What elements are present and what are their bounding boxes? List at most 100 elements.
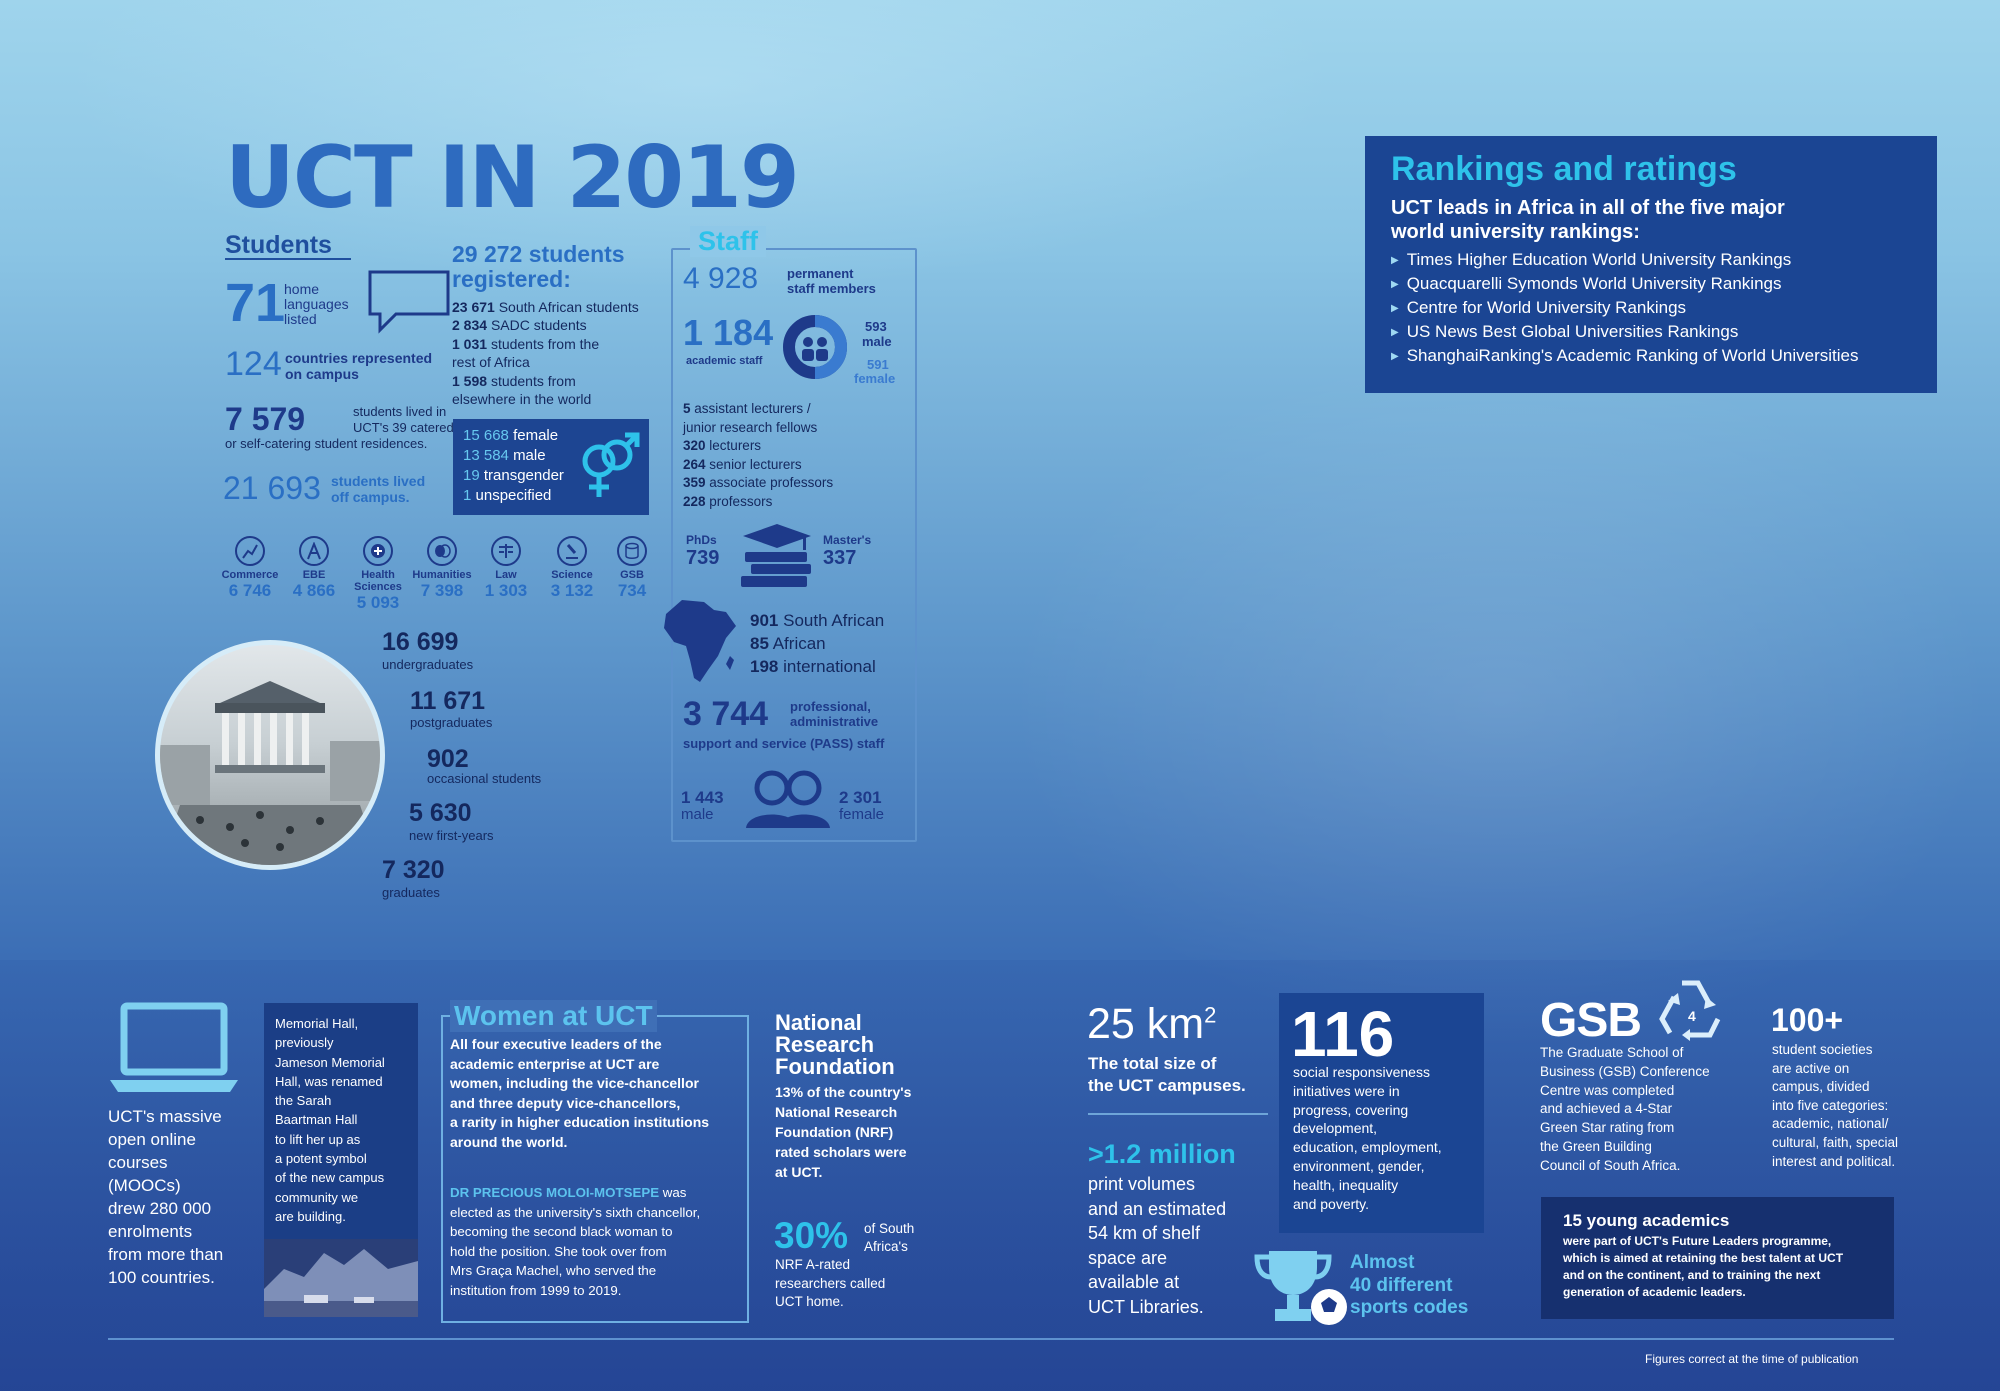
postgraduates-label: postgraduates: [410, 715, 493, 730]
off-campus-label-1: students lived: [331, 473, 426, 489]
nrf-text-2: NRF A-rated researchers called UCT home.: [775, 1257, 886, 1309]
occasional-number: 902: [427, 745, 469, 773]
nrf-text: 13% of the country's National Research Fou…: [775, 1084, 912, 1180]
list-item: 2 834 SADC students: [452, 317, 587, 334]
faculty-number: 4 866: [292, 581, 336, 600]
staff-origin-list: 901 South African 85 African 198 interna…: [750, 609, 884, 678]
memorial-hall-text: Memorial Hall, previously Jameson Memorial…: [275, 1016, 385, 1224]
pass-staff-label: professional, administrative: [790, 699, 879, 729]
list-item: 1 598 students from: [452, 372, 576, 389]
postgraduates-number: 11 671: [410, 687, 486, 715]
list-item: 15 668 female: [463, 427, 559, 444]
faculty-commerce: Commerce 6 746: [215, 536, 285, 601]
faculty-number: 5 093: [356, 593, 400, 612]
svg-text:4: 4: [1688, 1008, 1696, 1024]
occasional-label: occasional students: [427, 771, 542, 786]
staff-panel: [671, 248, 917, 842]
divider: [225, 258, 351, 260]
academics-panel: 15 young academics were part of UCT's Fu…: [1541, 1197, 1894, 1319]
faculty-label: GSB: [620, 569, 644, 581]
speech-bubble-icon: [366, 268, 452, 339]
list-item: 23 671 South African students: [452, 299, 639, 315]
laptop-icon: [108, 1000, 240, 1101]
residences-label-3: or self-catering student residences.: [225, 436, 428, 451]
faculty-label: EBE: [302, 569, 326, 581]
staff-heading: Staff: [690, 226, 766, 257]
masters-number: 337: [823, 547, 857, 569]
undergraduates-label: undergraduates: [382, 657, 474, 672]
library-text: print volumes and an estimated 54 km of sh…: [1088, 1174, 1227, 1317]
list-item: 198 international: [750, 657, 876, 676]
faculty-label: Science: [551, 569, 593, 581]
list-item: Times Higher Education World University …: [1391, 248, 1858, 272]
faculty-number: 3 132: [550, 581, 594, 600]
faculty-label: Health Sciences: [354, 569, 402, 593]
off-campus-number: 21 693: [223, 470, 321, 506]
residences-number: 7 579: [225, 401, 306, 437]
faculty-number: 6 746: [228, 581, 272, 600]
academic-male-label: male: [862, 334, 892, 349]
mountain-image: [264, 1239, 418, 1317]
residences-label-1: students lived in: [353, 404, 447, 419]
list-item: 19 transgender: [463, 467, 564, 484]
academic-ranks-list: 5 assistant lecturers / junior research …: [683, 400, 833, 511]
list-item: 359 associate professors: [683, 475, 834, 490]
list-item: rest of Africa: [452, 354, 530, 371]
countries-number: 124: [225, 345, 282, 383]
list-item: 1 031 students from the: [452, 335, 600, 352]
health-icon: [363, 536, 393, 566]
pass-staff-label-3: support and service (PASS) staff: [683, 736, 885, 751]
rankings-panel: Rankings and ratings UCT leads in Africa…: [1365, 136, 1937, 393]
pass-male-label: male: [681, 806, 714, 823]
nrf-percent-label: of South Africa's: [864, 1221, 915, 1254]
faculty-gsb: GSB 734: [597, 536, 667, 601]
rankings-list: Times Higher Education World University …: [1391, 248, 1859, 368]
faculty-label: Commerce: [221, 569, 279, 581]
faculty-number: 1 303: [484, 581, 528, 600]
rankings-heading: Rankings and ratings: [1391, 150, 1737, 188]
pass-staff-number: 3 744: [683, 695, 769, 733]
registered-heading-2: registered:: [452, 266, 571, 292]
list-item: ShanghaiRanking's Academic Ranking of Wo…: [1391, 344, 1859, 368]
masters-label: Master's: [823, 533, 872, 547]
undergraduates-number: 16 699: [382, 628, 459, 656]
footer-divider: [108, 1338, 1894, 1340]
rankings-subheading: UCT leads in Africa in all of the five m…: [1391, 197, 1785, 243]
gender-box: 15 668 female 13 584 male 19 transgender…: [453, 419, 649, 515]
languages-number: 71: [225, 273, 286, 333]
women-paragraph-2: DR PRECIOUS MOLOI-MOTSEPE was elected as…: [450, 1185, 701, 1298]
chart-icon: [235, 536, 265, 566]
faculty-law: Law 1 303: [471, 536, 541, 601]
gsb-text: The Graduate School of Business (GSB) Con…: [1540, 1045, 1710, 1173]
faculty-ebe: EBE 4 866: [279, 536, 349, 601]
off-campus-label-2: off campus.: [331, 489, 410, 505]
academics-text: were part of UCT's Future Leaders progra…: [1563, 1234, 1844, 1299]
people-icon: [742, 766, 834, 833]
women-paragraph-1: All four executive leaders of the academi…: [450, 1036, 710, 1150]
list-item: junior research fellows: [683, 419, 818, 435]
social-text: social responsiveness initiatives were in…: [1293, 1064, 1442, 1212]
page-title: UCT IN 2019: [225, 128, 800, 228]
jameson-hall-image: [160, 681, 380, 865]
academic-female-number: 591: [867, 357, 889, 372]
permanent-staff-number: 4 928: [683, 262, 759, 295]
graduates-label: graduates: [382, 885, 440, 900]
recycle-star-icon: 4: [1652, 975, 1734, 1058]
list-item: 228 professors: [683, 493, 773, 509]
pass-female-number: 2 301: [839, 788, 882, 807]
faculty-science: Science 3 132: [537, 536, 607, 601]
database-icon: [617, 536, 647, 566]
registered-heading-1: 29 272 students: [452, 241, 625, 267]
academic-male-number: 593: [865, 319, 887, 334]
gender-symbol-icon: [577, 431, 641, 508]
list-item: Centre for World University Rankings: [1391, 296, 1858, 320]
memorial-hall-panel: Memorial Hall, previously Jameson Memorial…: [264, 1003, 418, 1317]
societies-text: student societies are active on campus, di…: [1772, 1042, 1899, 1169]
list-item: Quacquarelli Symonds World University Ra…: [1391, 272, 1858, 296]
academic-female-label: female: [854, 371, 896, 386]
countries-label: countries represented on campus: [285, 350, 433, 382]
campus-size-number: 25 km2: [1087, 1000, 1217, 1048]
books-graduation-cap-icon: [737, 522, 817, 595]
faculty-health-sciences: Health Sciences 5 093: [343, 536, 413, 613]
graduates-number: 7 320: [382, 856, 445, 884]
